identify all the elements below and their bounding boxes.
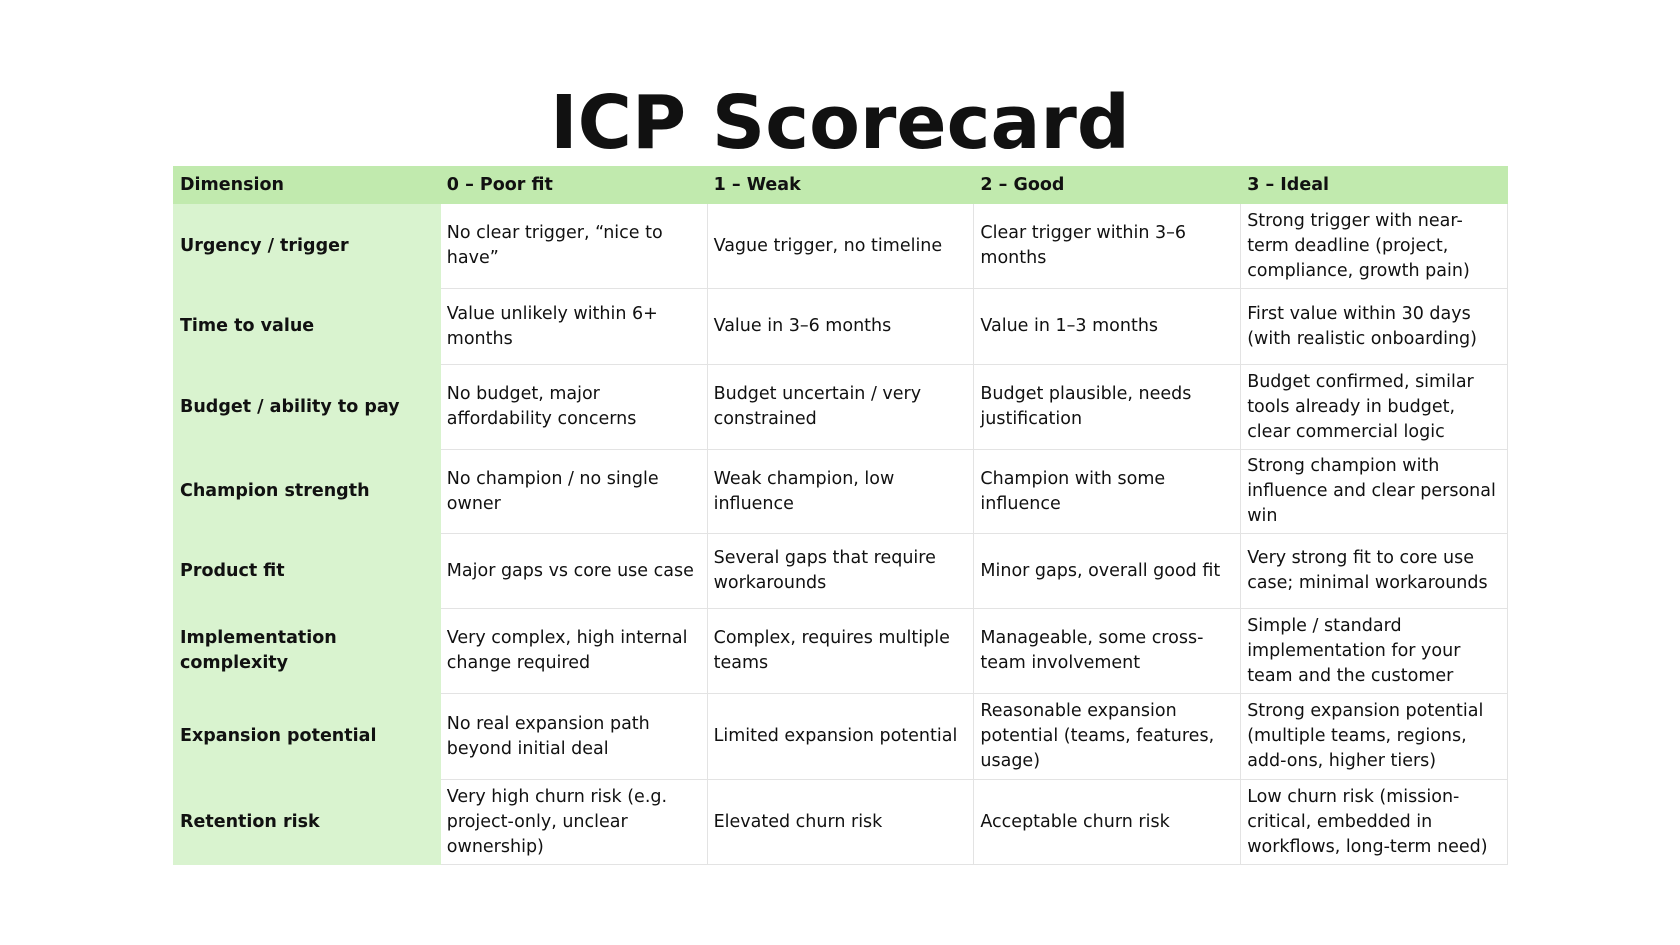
table-row: Urgency / trigger No clear trigger, “nice…: [173, 203, 1508, 289]
scorecard-table: Dimension 0 – Poor fit 1 – Weak 2 – Good…: [173, 166, 1508, 865]
score-cell: Elevated churn risk: [706, 779, 975, 865]
score-cell: Limited expansion potential: [706, 693, 975, 780]
dimension-cell: Product fit: [173, 533, 441, 609]
table-row: Retention risk Very high churn risk (e.g.…: [173, 779, 1508, 865]
score-cell: Manageable, some cross-team involvement: [973, 608, 1242, 694]
score-cell: Value unlikely within 6+ months: [439, 288, 708, 365]
table-row: Champion strength No champion / no single…: [173, 449, 1508, 534]
dimension-cell: Champion strength: [173, 449, 441, 534]
header-cell: Dimension: [173, 166, 441, 204]
dimension-cell: Time to value: [173, 288, 441, 365]
dimension-cell: Implementation complexity: [173, 608, 441, 694]
score-cell: Budget uncertain / very constrained: [706, 364, 975, 450]
header-cell: 2 – Good: [973, 166, 1242, 204]
header-cell: 0 – Poor fit: [439, 166, 708, 204]
score-cell: Strong expansion potential (multiple tea…: [1240, 693, 1508, 780]
table-row: Implementation complexity Very complex, h…: [173, 608, 1508, 694]
header-cell: 3 – Ideal: [1240, 166, 1508, 204]
score-cell: Low churn risk (mission-critical, embedd…: [1240, 779, 1508, 865]
score-cell: Acceptable churn risk: [973, 779, 1242, 865]
table-row: Product fit Major gaps vs core use case Se…: [173, 533, 1508, 609]
page-title: ICP Scorecard: [550, 80, 1130, 166]
table-row: Budget / ability to pay No budget, major …: [173, 364, 1508, 450]
score-cell: Several gaps that require workarounds: [706, 533, 975, 609]
score-cell: Minor gaps, overall good fit: [973, 533, 1242, 609]
score-cell: Complex, requires multiple teams: [706, 608, 975, 694]
score-cell: Strong trigger with near-term deadline (…: [1240, 203, 1508, 289]
score-cell: Value in 3–6 months: [706, 288, 975, 365]
score-cell: Champion with some influence: [973, 449, 1242, 534]
header-cell: 1 – Weak: [706, 166, 975, 204]
score-cell: No budget, major affordability concerns: [439, 364, 708, 450]
score-cell: Very strong fit to core use case; minima…: [1240, 533, 1508, 609]
score-cell: No clear trigger, “nice to have”: [439, 203, 708, 289]
dimension-cell: Retention risk: [173, 779, 441, 865]
score-cell: Budget confirmed, similar tools already …: [1240, 364, 1508, 450]
table-row: Expansion potential No real expansion pat…: [173, 693, 1508, 780]
score-cell: Very high churn risk (e.g. project-only,…: [439, 779, 708, 865]
score-cell: Budget plausible, needs justification: [973, 364, 1242, 450]
dimension-cell: Budget / ability to pay: [173, 364, 441, 450]
table-row: Time to value Value unlikely within 6+ mo…: [173, 288, 1508, 365]
score-cell: No champion / no single owner: [439, 449, 708, 534]
score-cell: Clear trigger within 3–6 months: [973, 203, 1242, 289]
score-cell: Simple / standard implementation for you…: [1240, 608, 1508, 694]
header-row: Dimension 0 – Poor fit 1 – Weak 2 – Good…: [173, 166, 1508, 204]
score-cell: Very complex, high internal change requi…: [439, 608, 708, 694]
score-cell: Weak champion, low influence: [706, 449, 975, 534]
dimension-cell: Expansion potential: [173, 693, 441, 780]
score-cell: Strong champion with influence and clear…: [1240, 449, 1508, 534]
score-cell: Value in 1–3 months: [973, 288, 1242, 365]
dimension-cell: Urgency / trigger: [173, 203, 441, 289]
score-cell: Vague trigger, no timeline: [706, 203, 975, 289]
score-cell: First value within 30 days (with realist…: [1240, 288, 1508, 365]
score-cell: Reasonable expansion potential (teams, f…: [973, 693, 1242, 780]
score-cell: Major gaps vs core use case: [439, 533, 708, 609]
score-cell: No real expansion path beyond initial de…: [439, 693, 708, 780]
